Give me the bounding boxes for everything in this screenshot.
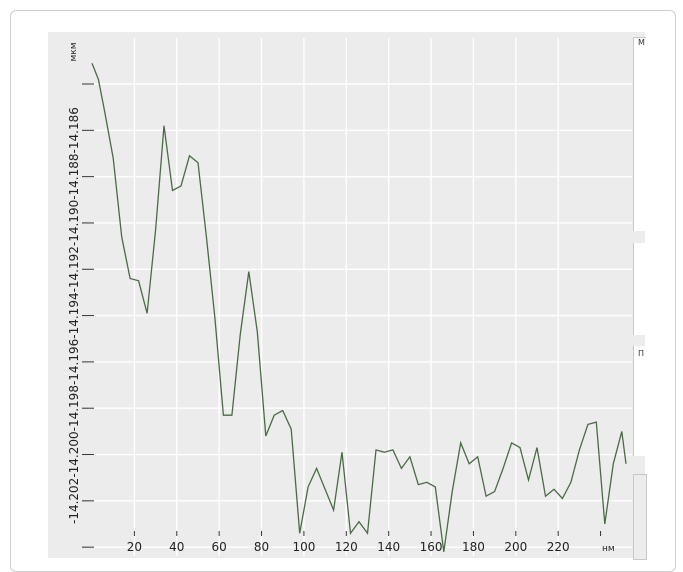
y-tick-label: -14.202 xyxy=(67,478,81,524)
y-tick-label: -14.198 xyxy=(67,385,81,431)
y-tick-label: -14.192 xyxy=(67,246,81,292)
y-tick-labels: -14.202-14.200-14.198-14.196-14.194-14.1… xyxy=(67,107,81,524)
x-tick-label: 20 xyxy=(127,540,142,554)
line-chart: 20 40 60 80 100 120 140 160 180 200 220 -14.202-14… xyxy=(67,38,632,556)
x-tick-label: 200 xyxy=(504,540,527,554)
x-tick-label: 160 xyxy=(420,540,443,554)
x-axis-unit: нм xyxy=(602,544,615,554)
y-tick-label: -14.200 xyxy=(67,431,81,477)
axis-tick-marks xyxy=(82,83,602,548)
side-panel-lower xyxy=(633,346,646,456)
x-tick-label: 140 xyxy=(377,540,400,554)
x-tick-label: 40 xyxy=(169,540,184,554)
grid-lines xyxy=(88,38,632,556)
panel-c-label: П xyxy=(638,349,645,358)
y-axis-unit: мкм xyxy=(69,42,79,61)
y-tick-label: -14.186 xyxy=(67,107,81,153)
y-tick-label: -14.188 xyxy=(67,153,81,199)
x-tick-label: 60 xyxy=(212,540,227,554)
x-tick-label: 80 xyxy=(254,540,269,554)
x-tick-label: 100 xyxy=(292,540,315,554)
y-tick-label: -14.196 xyxy=(67,339,81,385)
side-panel-middle xyxy=(633,243,646,335)
x-tick-label: 180 xyxy=(462,540,485,554)
x-tick-labels: 20 40 60 80 100 120 140 160 180 200 220 xyxy=(127,540,570,554)
y-tick-label: -14.194 xyxy=(67,292,81,338)
panel-a-label: M xyxy=(638,38,645,47)
y-tick-label: -14.190 xyxy=(67,200,81,246)
side-panel-legend xyxy=(633,37,646,231)
x-tick-label: 220 xyxy=(547,540,570,554)
series-line xyxy=(91,62,627,552)
x-tick-label: 120 xyxy=(335,540,358,554)
